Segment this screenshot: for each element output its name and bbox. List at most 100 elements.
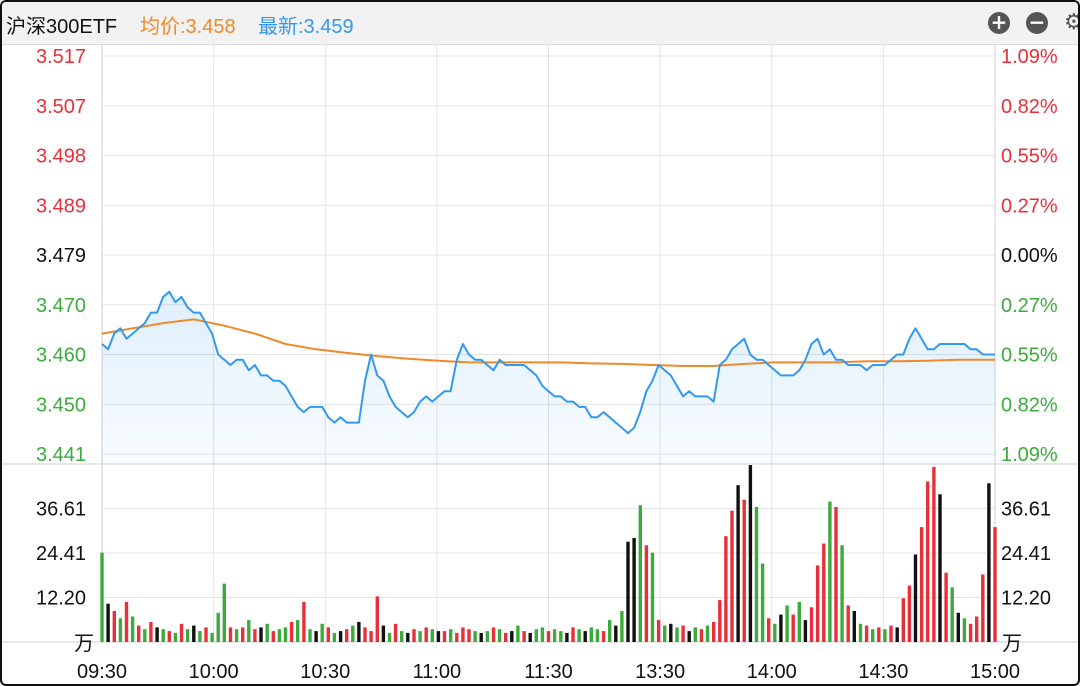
volume-tick-label-right: 24.41 — [1001, 543, 1051, 565]
volume-bar — [149, 621, 153, 642]
volume-bar — [167, 631, 171, 642]
volume-bar — [583, 631, 587, 642]
time-tick-label: 15:00 — [970, 661, 1020, 683]
volume-bar — [889, 625, 893, 642]
volume-bar — [192, 625, 196, 642]
price-tick-label: 3.479 — [36, 245, 86, 267]
volume-bar — [926, 481, 930, 642]
volume-bar — [919, 527, 924, 642]
volume-unit-label: 万 — [74, 633, 94, 655]
volume-bar — [467, 629, 471, 642]
volume-tick-label: 36.61 — [36, 498, 86, 520]
volume-bar — [540, 627, 545, 642]
volume-bar — [962, 618, 967, 642]
zoom-in-icon[interactable]: + — [988, 12, 1010, 34]
percent-tick-label: 0.27% — [1001, 195, 1058, 217]
volume-bar — [791, 614, 795, 642]
price-tick-label: 3.517 — [36, 46, 86, 68]
volume-bar — [412, 629, 416, 642]
volume-bar — [204, 627, 208, 642]
volume-bar — [283, 627, 288, 642]
volume-bar — [234, 629, 239, 642]
percent-tick-label: 0.55% — [1001, 345, 1058, 367]
volume-bar — [143, 629, 147, 642]
volume-bar — [577, 629, 581, 642]
volume-bar — [265, 623, 269, 642]
volume-bar — [559, 631, 563, 642]
time-tick-label: 14:30 — [858, 661, 908, 683]
volume-bar — [179, 623, 184, 642]
volume-bar — [155, 627, 159, 642]
time-tick-label: 10:00 — [189, 661, 239, 683]
volume-bar — [491, 627, 496, 642]
volume-bar — [944, 572, 948, 642]
volume-bar — [338, 631, 343, 642]
time-tick-label: 11:00 — [413, 661, 462, 683]
zoom-out-icon[interactable]: − — [1026, 12, 1048, 34]
volume-bar — [932, 466, 936, 642]
volume-bar — [895, 627, 899, 642]
volume-bar — [552, 629, 557, 642]
volume-bar — [589, 627, 593, 642]
volume-bar — [528, 632, 532, 642]
price-tick-label: 3.460 — [36, 345, 86, 367]
volume-bar — [326, 627, 330, 642]
volume-bar — [173, 632, 178, 642]
volume-bar — [198, 631, 202, 642]
security-name: 沪深300ETF — [6, 16, 118, 38]
volume-bar — [436, 631, 441, 642]
volume-bar — [565, 632, 569, 642]
volume-bar — [687, 631, 691, 642]
volume-bar — [247, 620, 251, 642]
volume-bar — [705, 625, 710, 642]
volume-bar — [650, 552, 655, 642]
time-tick-label: 11:30 — [524, 661, 573, 683]
volume-bar — [785, 605, 789, 642]
gear-icon[interactable]: ⚙ — [1064, 10, 1078, 36]
volume-bar — [883, 629, 887, 642]
time-tick-label: 09:30 — [77, 661, 127, 683]
average-price-label: 均价:3.458 — [140, 16, 236, 38]
volume-bar — [504, 632, 508, 642]
volume-tick-label-right: 36.61 — [1001, 498, 1051, 520]
volume-bar — [100, 552, 104, 642]
volume-bar — [754, 507, 759, 642]
volume-bar — [760, 563, 765, 642]
volume-bar — [357, 621, 361, 642]
grid-lines — [101, 44, 996, 642]
volume-bar — [522, 631, 526, 642]
volume-bar — [259, 627, 263, 642]
volume-bar — [601, 631, 606, 642]
volume-bar — [871, 629, 875, 642]
volume-bar — [656, 620, 661, 642]
volume-bar — [351, 625, 355, 642]
volume-bar — [461, 627, 465, 642]
latest-price-line — [101, 290, 995, 435]
volume-bar — [993, 527, 997, 642]
volume-bar — [106, 603, 110, 642]
volume-bar — [938, 494, 942, 642]
volume-bar — [840, 545, 844, 642]
volume-bar — [546, 631, 551, 642]
price-tick-label: 3.450 — [36, 394, 86, 416]
volume-bar — [430, 629, 434, 642]
volume-bar — [608, 620, 612, 642]
percent-tick-label: 0.82% — [1001, 96, 1058, 118]
volume-bar — [375, 596, 379, 642]
volume-bar — [736, 485, 740, 642]
volume-bar — [730, 510, 734, 642]
percent-tick-label: 1.09% — [1001, 444, 1058, 466]
volume-bar — [699, 629, 704, 642]
volume-bar — [124, 601, 129, 642]
volume-bar — [595, 629, 600, 642]
volume-bar — [485, 631, 490, 642]
percent-tick-label: 0.55% — [1001, 146, 1058, 168]
volume-bar — [748, 465, 753, 642]
volume-bar — [400, 631, 404, 642]
volume-bar — [626, 541, 630, 642]
volume-bar — [779, 614, 783, 642]
average-price-line — [101, 318, 995, 367]
price-area-fill — [102, 291, 995, 464]
